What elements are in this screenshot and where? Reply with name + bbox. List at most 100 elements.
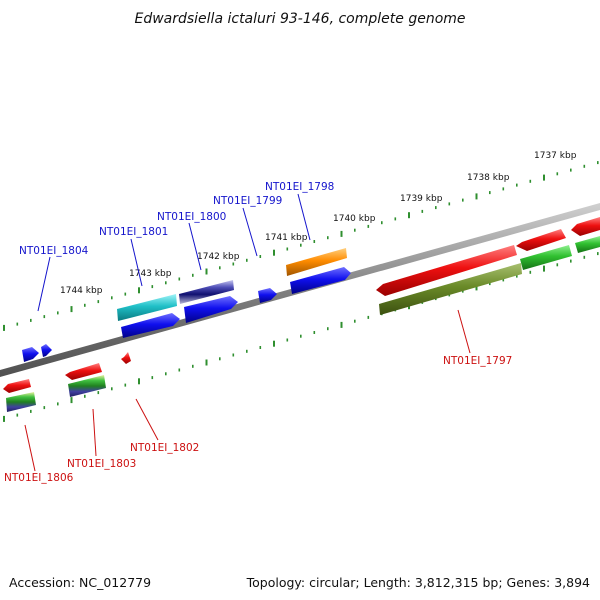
lower-tick (84, 394, 86, 398)
red-cds-feature[interactable] (376, 245, 517, 296)
upper-tick (529, 179, 532, 183)
lower-tick (313, 331, 316, 334)
upper-tick (583, 164, 586, 168)
lower-tick (462, 289, 464, 293)
lower-tick (570, 259, 572, 263)
lower-tick (286, 338, 289, 342)
lower-tick (246, 349, 248, 353)
lower-tick (597, 252, 599, 256)
cyan-cds-feature[interactable] (117, 294, 177, 321)
kbp-label-1741: 1741 kbp (265, 233, 308, 243)
lower-tick (529, 270, 532, 274)
gene-label-1806[interactable]: NT01EI_1806 (4, 472, 74, 484)
upper-tick (435, 206, 437, 210)
upper-tick (516, 183, 518, 187)
lower-tick (367, 315, 370, 319)
lower-tick (57, 402, 59, 406)
upper-tick (381, 221, 383, 225)
kbp-label-1737: 1737 kbp (534, 151, 577, 161)
orange-cds-feature[interactable] (286, 248, 347, 276)
upper-tick (165, 281, 167, 285)
upper-tick (421, 209, 424, 213)
leader-line-1802 (135, 398, 159, 441)
gene-label-1800[interactable]: NT01EI_1800 (157, 211, 226, 223)
lower-tick (327, 327, 329, 331)
blue-cds-feature-5[interactable] (41, 344, 52, 357)
blue-cds-feature-2[interactable] (184, 296, 238, 323)
upper-tick (97, 300, 100, 304)
lower-tick (138, 378, 140, 385)
upper-tick (340, 230, 343, 237)
lower-tick (300, 334, 302, 338)
green-cds-feature-2[interactable] (575, 236, 600, 253)
red-cds-feature-4[interactable] (121, 352, 131, 364)
lower-tick (111, 387, 113, 391)
gene-label-1802[interactable]: NT01EI_1802 (130, 442, 199, 454)
gene-label-1797[interactable]: NT01EI_1797 (443, 355, 512, 367)
upper-tick (502, 187, 505, 191)
kbp-labels: 1737 kbp 1738 kbp 1739 kbp 1740 kbp 1741… (60, 151, 577, 296)
kbp-label-1738: 1738 kbp (467, 173, 510, 183)
upper-tick (30, 318, 32, 322)
lower-tick (475, 284, 478, 291)
stacked-cds-feature-2[interactable] (6, 392, 36, 412)
kbp-label-1739: 1739 kbp (400, 194, 443, 204)
upper-tick (259, 255, 262, 258)
blue-cds-feature-3[interactable] (121, 313, 180, 338)
upper-tick (43, 315, 46, 319)
plus-strand-features (22, 248, 351, 362)
lower-tick (43, 406, 46, 410)
blue-cds-feature-small[interactable] (258, 288, 277, 303)
leader-line-1798 (297, 193, 311, 241)
lower-tick (124, 383, 127, 387)
red-cds-feature-5[interactable] (65, 363, 102, 380)
upper-tick (178, 277, 181, 281)
blue-cds-feature-4[interactable] (22, 347, 39, 362)
stacked-cds-feature[interactable] (68, 375, 106, 397)
lower-tick (354, 319, 356, 323)
upper-tick (286, 247, 289, 251)
accession-text: Accession: NC_012779 (9, 575, 152, 590)
lower-tick (259, 346, 262, 349)
minus-strand-features (3, 217, 600, 412)
gene-label-1803[interactable]: NT01EI_1803 (67, 458, 136, 470)
upper-tick (111, 296, 113, 300)
upper-tick (489, 191, 491, 195)
lower-tick (543, 265, 545, 272)
upper-tick (57, 311, 59, 315)
lower-tick (489, 282, 491, 286)
green-cds-feature[interactable] (520, 245, 572, 270)
red-cds-feature-6[interactable] (3, 379, 31, 393)
upper-tick (597, 161, 599, 165)
blue-cds-feature[interactable] (290, 267, 351, 294)
upper-tick (138, 287, 140, 294)
olive-cds-feature[interactable] (379, 263, 522, 315)
lower-tick (219, 357, 221, 361)
lower-tick (70, 397, 73, 404)
gene-label-1798[interactable]: NT01EI_1798 (265, 181, 334, 193)
lower-tick (97, 391, 100, 395)
upper-tick (232, 262, 235, 266)
lower-tick (30, 409, 32, 413)
upper-tick (354, 228, 356, 232)
upper-tick (556, 172, 559, 176)
red-cds-feature-2[interactable] (516, 229, 566, 251)
upper-tick (219, 266, 221, 270)
gene-label-1801[interactable]: NT01EI_1801 (99, 226, 168, 238)
gene-label-1804[interactable]: NT01EI_1804 (19, 245, 89, 257)
upper-tick (475, 193, 478, 200)
upper-tick (205, 268, 208, 275)
kbp-label-1744: 1744 kbp (60, 286, 103, 296)
upper-tick (367, 224, 370, 228)
upper-tick (192, 273, 194, 277)
leader-line-1801 (130, 238, 143, 287)
leader-line-1800 (188, 222, 202, 271)
gene-label-1799[interactable]: NT01EI_1799 (213, 195, 282, 207)
red-cds-feature-3[interactable] (571, 217, 600, 236)
upper-tick (151, 285, 154, 289)
upper-tick (394, 217, 397, 221)
slate-cds-feature[interactable] (179, 280, 234, 304)
upper-tick (84, 303, 86, 307)
gene-labels: NT01EI_1798 NT01EI_1799 NT01EI_1800 NT01… (4, 181, 512, 484)
